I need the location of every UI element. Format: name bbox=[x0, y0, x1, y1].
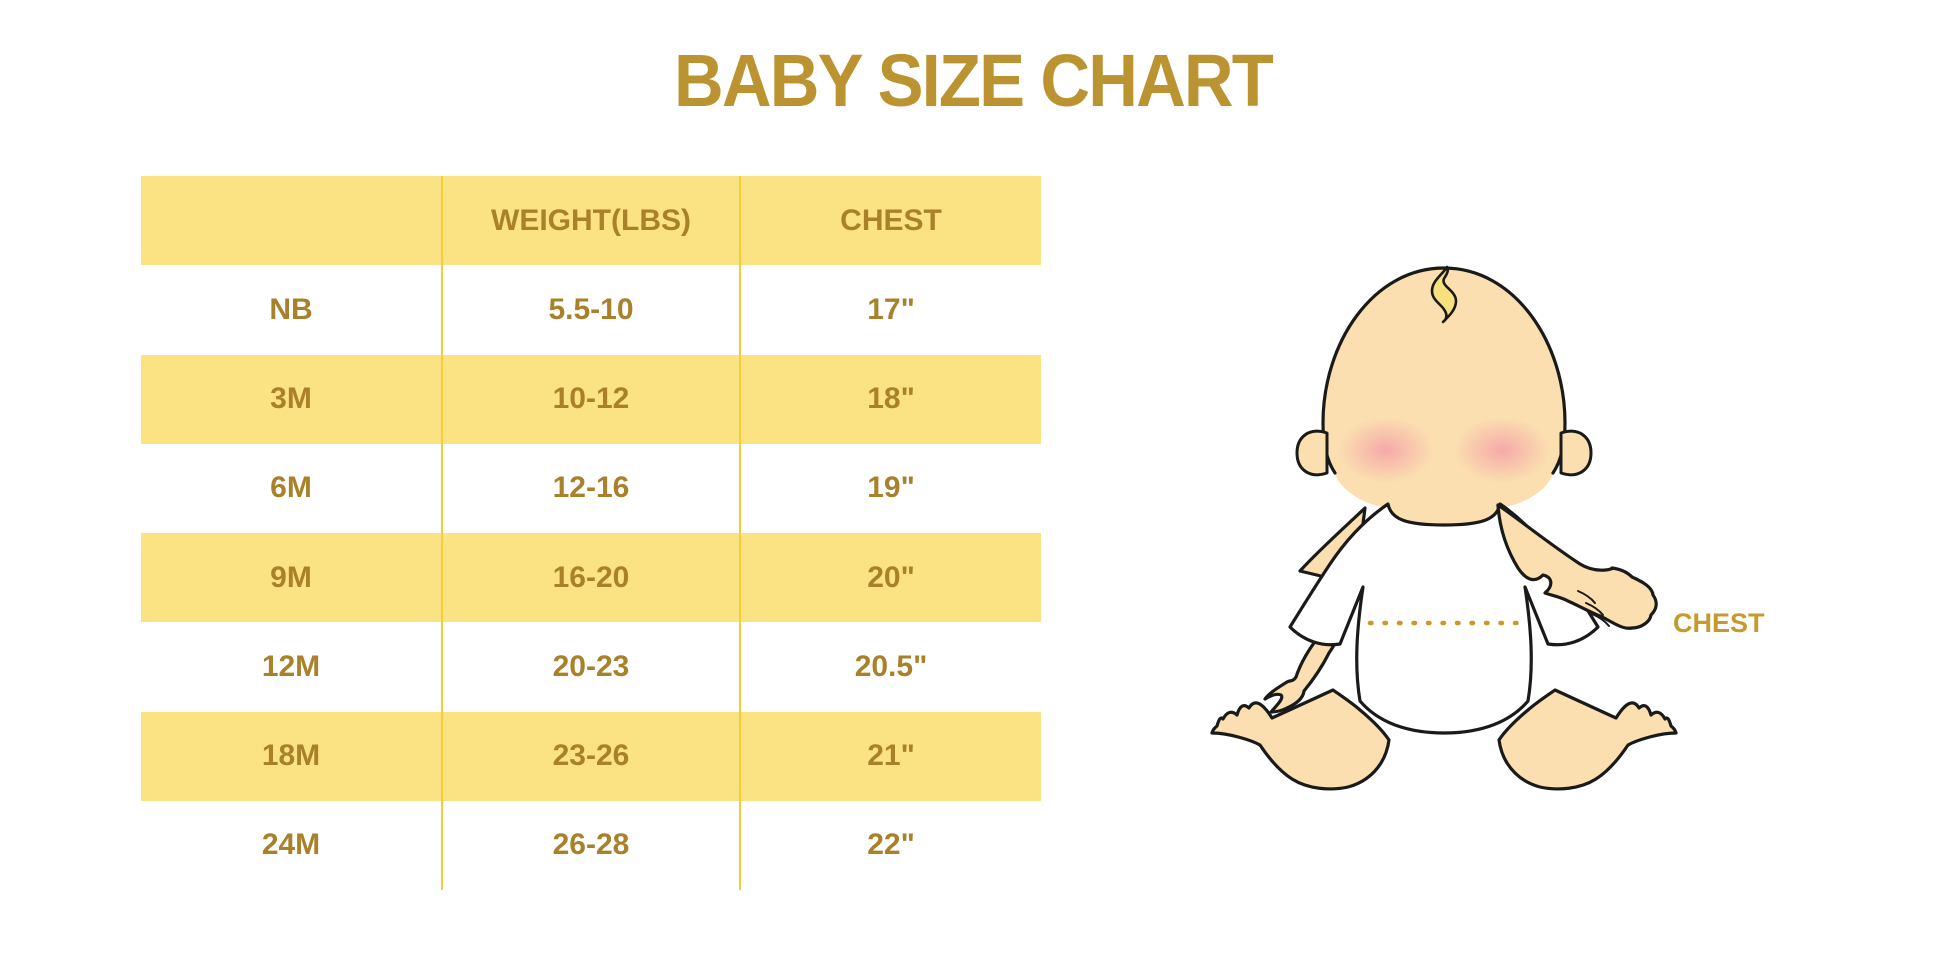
svg-text:CHEST: CHEST bbox=[1673, 608, 1765, 638]
